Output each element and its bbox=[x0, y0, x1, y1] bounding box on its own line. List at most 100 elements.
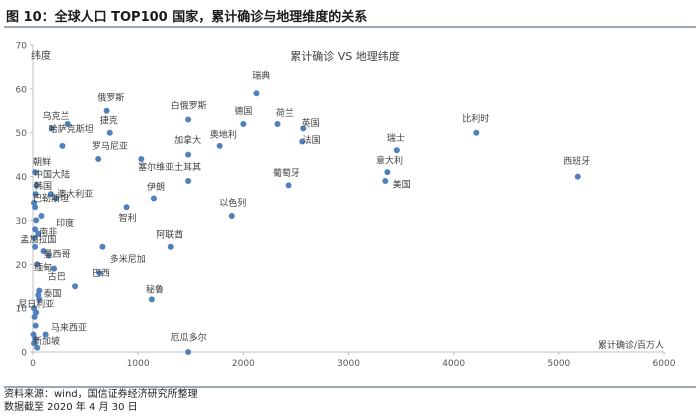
point-label: 泰国 bbox=[44, 288, 62, 300]
x-axis-label: 累计确诊/百万人 bbox=[598, 339, 664, 351]
data-point bbox=[35, 230, 42, 237]
point-label: 英国 bbox=[302, 117, 320, 129]
date-note: 数据截至 2020 年 4 月 30 日 bbox=[4, 402, 138, 413]
point-label: 加拿大 bbox=[174, 134, 201, 146]
data-point bbox=[31, 340, 38, 347]
point-label: 白俄罗斯 bbox=[171, 100, 207, 112]
x-tick-label: 0 bbox=[30, 359, 36, 369]
data-point bbox=[34, 261, 41, 268]
data-point bbox=[274, 120, 281, 127]
point-label: 缅甸 bbox=[34, 261, 52, 273]
y-tick-label: 20 bbox=[16, 261, 28, 271]
data-point bbox=[167, 243, 174, 250]
data-point bbox=[32, 204, 39, 211]
point-label: 智利 bbox=[119, 212, 137, 224]
point-label: 哈萨克斯坦 bbox=[49, 123, 94, 135]
point-label: 澳大利亚 bbox=[57, 188, 93, 200]
y-tick-label: 10 bbox=[16, 305, 28, 315]
y-tick-label: 50 bbox=[16, 129, 28, 139]
point-label: 以色列 bbox=[219, 197, 246, 209]
point-label: 瑞典 bbox=[252, 70, 270, 82]
point-label: 巴西 bbox=[92, 268, 110, 279]
point-label: 孟加拉国 bbox=[20, 234, 56, 246]
y-tick-label: 70 bbox=[16, 42, 28, 52]
point-label: 塞尔维亚 bbox=[138, 161, 174, 173]
data-point bbox=[150, 195, 157, 202]
point-label: 新加坡 bbox=[33, 335, 60, 347]
data-point bbox=[95, 156, 102, 163]
point-label: 法国 bbox=[303, 134, 321, 146]
point-label: 尼日利亚 bbox=[18, 298, 54, 310]
point-label: 巴勒斯坦 bbox=[33, 193, 69, 205]
data-point bbox=[253, 90, 260, 97]
data-point bbox=[64, 120, 71, 127]
data-point bbox=[299, 138, 306, 145]
data-point bbox=[185, 177, 192, 184]
data-point bbox=[47, 191, 54, 198]
data-point bbox=[106, 129, 113, 136]
point-label: 南非 bbox=[39, 226, 57, 238]
data-point bbox=[300, 125, 307, 132]
data-point bbox=[32, 322, 39, 329]
point-label: 捷克 bbox=[100, 114, 118, 126]
data-point bbox=[38, 213, 45, 220]
data-point bbox=[148, 296, 155, 303]
figure-footer: 资料来源：wind，国信证券经济研究所整理 数据截至 2020 年 4 月 30… bbox=[4, 386, 696, 414]
point-label: 土耳其 bbox=[174, 161, 201, 173]
point-label: 墨西哥 bbox=[44, 249, 71, 260]
data-point bbox=[45, 252, 52, 259]
point-label: 多米尼加 bbox=[110, 253, 146, 265]
data-point bbox=[123, 204, 130, 211]
scatter-chart: 0 10 20 30 40 50 60 70 0 1000 2000 3000 4000 5000 6000… bbox=[16, 42, 676, 370]
point-label: 奥地利 bbox=[210, 128, 237, 140]
point-label: 阿联酋 bbox=[156, 228, 183, 240]
data-point bbox=[32, 226, 39, 233]
figure-title: 图 10：全球人口 TOP100 国家，累计确诊与地理维度的关系 bbox=[6, 10, 368, 25]
point-label: 伊朗 bbox=[147, 181, 165, 193]
data-point bbox=[228, 213, 235, 220]
data-point bbox=[33, 182, 40, 189]
data-point bbox=[32, 243, 39, 250]
data-point bbox=[285, 182, 292, 189]
point-label: 印度 bbox=[56, 217, 74, 229]
data-point bbox=[32, 169, 39, 176]
data-point bbox=[31, 234, 38, 241]
point-label: 乌克兰 bbox=[42, 110, 69, 122]
data-point bbox=[216, 142, 223, 149]
point-label: 秘鲁 bbox=[146, 283, 164, 295]
data-point bbox=[185, 151, 192, 158]
data-point bbox=[59, 142, 66, 149]
point-label: 美国 bbox=[393, 178, 411, 190]
data-point bbox=[382, 177, 389, 184]
data-point bbox=[53, 195, 60, 202]
y-tick-label: 30 bbox=[16, 217, 28, 227]
point-label: 意大利 bbox=[376, 154, 403, 166]
point-label: 比利时 bbox=[462, 113, 489, 125]
source-note: 资料来源：wind，国信证券经济研究所整理 bbox=[4, 389, 198, 400]
x-tick-label: 5000 bbox=[547, 359, 570, 369]
data-point bbox=[574, 173, 581, 180]
y-axis-label: 纬度 bbox=[31, 49, 51, 62]
y-tick-label: 60 bbox=[16, 85, 28, 95]
x-tick-label: 2000 bbox=[232, 359, 255, 369]
point-label: 厄瓜多尔 bbox=[171, 332, 207, 344]
y-tick-label: 40 bbox=[16, 173, 28, 183]
y-tick-label: 0 bbox=[21, 349, 27, 359]
data-point bbox=[40, 248, 47, 255]
data-point bbox=[72, 283, 79, 290]
data-point bbox=[473, 129, 480, 136]
point-label: 罗马尼亚 bbox=[92, 141, 128, 152]
data-point bbox=[240, 120, 247, 127]
point-label: 德国 bbox=[234, 105, 252, 117]
data-point bbox=[393, 147, 400, 154]
data-point bbox=[103, 107, 110, 114]
x-tick-label: 6000 bbox=[653, 359, 676, 369]
data-point bbox=[138, 156, 145, 163]
data-point bbox=[185, 116, 192, 123]
data-point bbox=[48, 125, 55, 132]
x-tick-label: 3000 bbox=[337, 359, 360, 369]
data-point bbox=[96, 270, 103, 277]
point-label: 瑞士 bbox=[387, 132, 405, 144]
x-tick-label: 4000 bbox=[442, 359, 465, 369]
